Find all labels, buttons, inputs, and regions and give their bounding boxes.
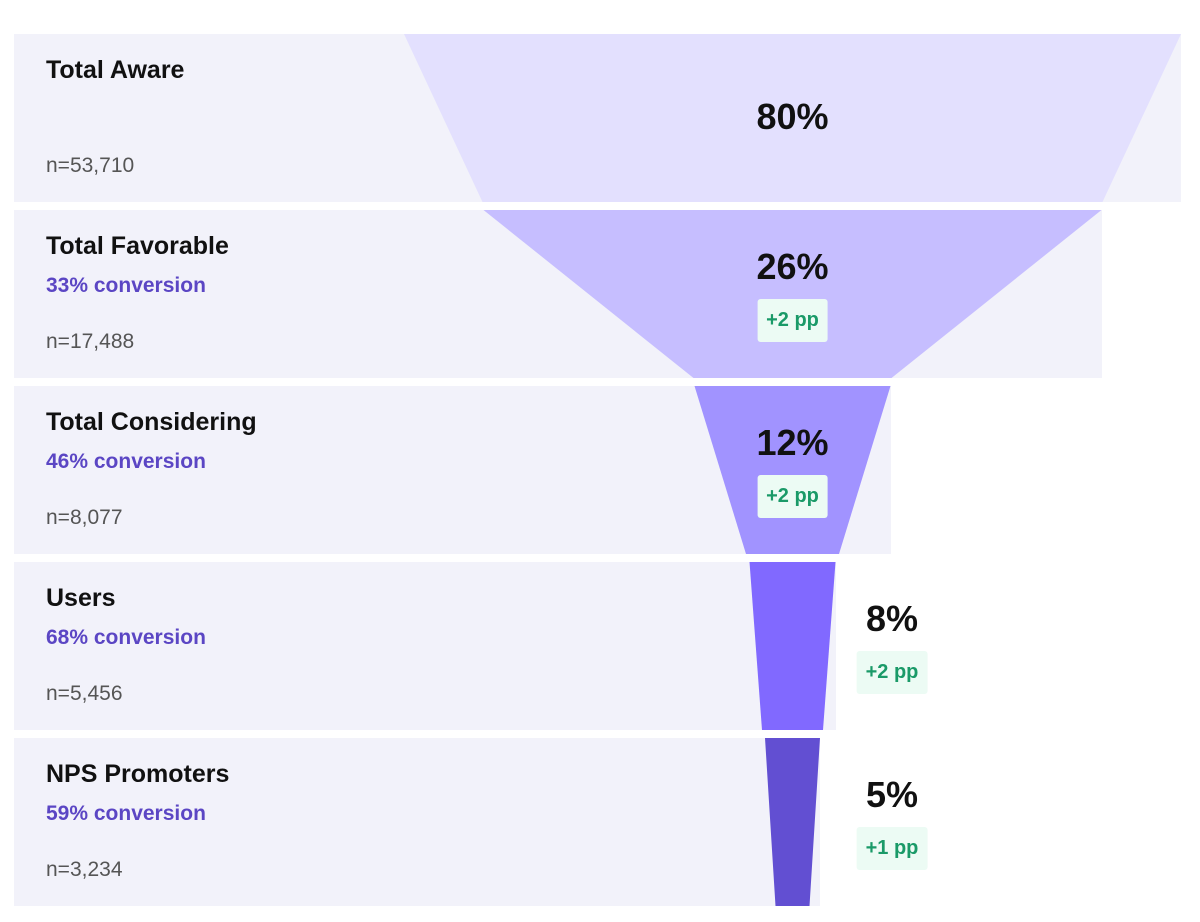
stage-name: NPS Promoters: [46, 760, 230, 788]
stage-sample-size: n=53,710: [46, 154, 135, 177]
funnel-segment: [694, 386, 891, 554]
stage-conversion: 46% conversion: [46, 450, 206, 473]
stage-sample-size: n=8,077: [46, 506, 123, 529]
stage-sample-size: n=5,456: [46, 682, 123, 705]
funnel-segment: [404, 34, 1181, 202]
funnel-segment: [483, 210, 1102, 378]
stage-value-label: 80%: [756, 96, 829, 137]
funnel-segment: [765, 738, 820, 906]
stage-row-background: [14, 738, 820, 906]
funnel-segment: [749, 562, 836, 730]
stage-conversion: 59% conversion: [46, 802, 206, 825]
funnel-stage-row: NPS Promoters 59% conversion n=3,234: [14, 738, 1200, 906]
stage-row-background: [14, 562, 836, 730]
stage-sample-size: n=17,488: [46, 330, 135, 353]
stage-name: Users: [46, 584, 116, 612]
stage-name: Total Favorable: [46, 232, 229, 260]
stage-delta-badge: +2 pp: [856, 651, 928, 694]
stage-name: Total Considering: [46, 408, 257, 436]
stage-delta-badge: +2 pp: [757, 299, 828, 342]
stage-conversion: 68% conversion: [46, 626, 206, 649]
stage-conversion: 33% conversion: [46, 274, 206, 297]
stage-name: Total Aware: [46, 56, 185, 84]
stage-delta-badge: +2 pp: [757, 475, 828, 518]
stage-sample-size: n=3,234: [46, 858, 123, 881]
funnel-stage-row: Users 68% conversion n=5,456: [14, 562, 1200, 730]
stage-value-label: 26%: [756, 246, 829, 287]
stage-value-label: 8%: [865, 598, 919, 639]
stage-value-label: 5%: [865, 774, 919, 815]
stage-value-label: 12%: [756, 422, 829, 463]
stage-delta-badge: +1 pp: [856, 827, 928, 870]
